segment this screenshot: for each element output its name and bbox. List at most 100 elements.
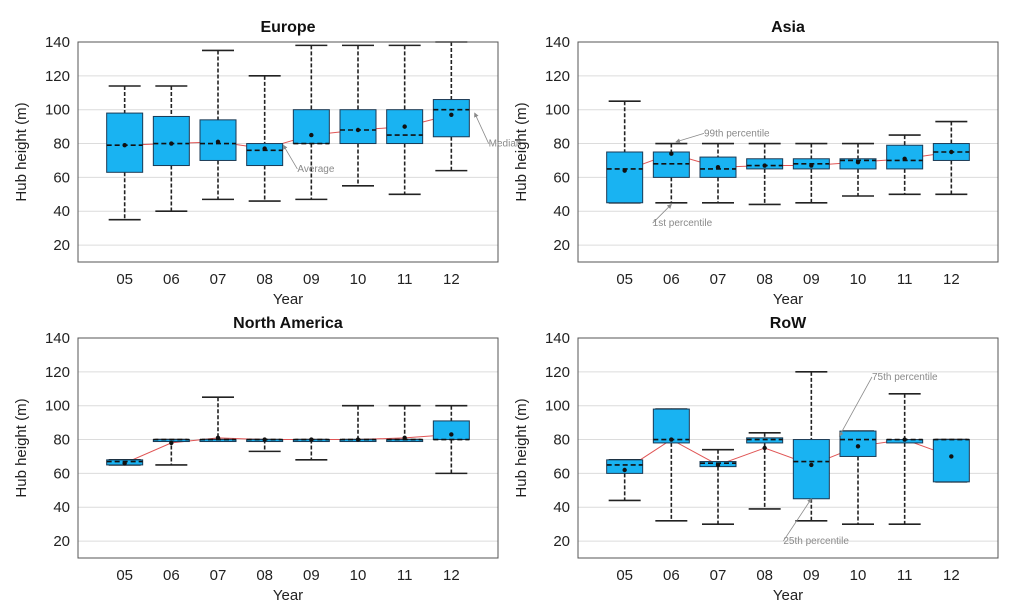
x-tick-label: 07 — [710, 567, 727, 584]
y-tick-label: 100 — [545, 398, 570, 415]
box-10 — [839, 430, 877, 525]
x-tick-label: 11 — [397, 271, 413, 288]
box-08 — [746, 431, 784, 510]
y-tick-label: 20 — [53, 533, 70, 550]
box-10 — [339, 404, 377, 443]
annotation-arrow — [782, 498, 812, 542]
x-tick-label: 09 — [303, 567, 320, 584]
y-tick-label: 120 — [45, 364, 70, 381]
mean-marker — [355, 127, 361, 133]
box-09 — [792, 142, 830, 204]
mean-marker — [855, 444, 861, 449]
iqr-box — [432, 99, 470, 138]
mean-marker — [809, 462, 814, 468]
panel-2: 20 40 60 80 100 120 140 05 06 07 08 09 10 11 12 North A… — [13, 315, 499, 604]
annotation-label: 75th percentile — [872, 372, 938, 383]
box-10 — [339, 44, 377, 187]
iqr-box — [246, 143, 284, 167]
chart-title: RoW — [770, 315, 807, 332]
annotation-arrow — [282, 144, 298, 170]
mean-marker — [309, 132, 314, 138]
x-tick-label: 08 — [256, 567, 273, 584]
mean-marker — [262, 146, 267, 151]
y-tick-label: 80 — [553, 432, 570, 449]
x-tick-label: 07 — [710, 271, 727, 288]
box-05 — [606, 459, 644, 502]
y-tick-label: 120 — [545, 364, 570, 381]
box-09 — [792, 371, 830, 522]
box-09 — [292, 44, 330, 201]
iqr-box — [292, 109, 330, 145]
panel-3: 20 40 60 80 100 120 140 05 06 07 08 09 10 11 12 75th pe… — [513, 315, 999, 604]
box-11 — [886, 393, 924, 525]
x-tick-label: 08 — [756, 567, 773, 584]
mean-line — [624, 438, 952, 471]
annotation-label: Median — [489, 139, 522, 150]
y-tick-label: 100 — [545, 102, 570, 119]
iqr-box — [152, 115, 190, 167]
mean-marker — [402, 124, 407, 129]
y-tick-label: 20 — [553, 533, 570, 550]
mean-marker — [809, 163, 814, 168]
x-tick-label: 09 — [303, 271, 320, 288]
iqr-box — [792, 439, 830, 500]
annotation-label: 25th percentile — [783, 536, 849, 547]
mean-marker — [855, 159, 861, 165]
chart-title: North America — [233, 315, 343, 332]
box-05 — [606, 100, 644, 204]
x-tick-label: 05 — [116, 271, 133, 288]
box-09 — [292, 437, 330, 461]
y-tick-label: 140 — [545, 34, 570, 51]
y-axis-label: Hub height (m) — [513, 102, 530, 201]
y-tick-label: 20 — [53, 237, 70, 254]
box-07 — [199, 396, 237, 443]
y-tick-label: 60 — [553, 465, 570, 482]
x-tick-label: 05 — [616, 567, 633, 584]
x-axis-label: Year — [273, 291, 303, 308]
box-10 — [839, 142, 877, 197]
mean-marker — [715, 462, 721, 468]
y-tick-label: 120 — [45, 68, 70, 85]
y-tick-label: 20 — [553, 237, 570, 254]
mean-line — [124, 433, 452, 464]
box-06 — [152, 438, 190, 466]
x-tick-label: 08 — [256, 271, 273, 288]
iqr-box — [106, 112, 144, 173]
y-tick-label: 140 — [45, 34, 70, 51]
annotation-arrow — [675, 133, 705, 143]
y-tick-label: 80 — [553, 136, 570, 153]
y-tick-label: 60 — [53, 169, 70, 186]
x-tick-label: 11 — [397, 567, 413, 584]
iqr-box — [652, 408, 690, 444]
x-axis-label: Year — [273, 587, 303, 604]
x-tick-label: 06 — [163, 567, 180, 584]
mean-marker — [169, 141, 174, 146]
y-tick-label: 120 — [545, 68, 570, 85]
box-06 — [652, 408, 690, 522]
mean-marker — [215, 435, 221, 441]
x-tick-label: 06 — [663, 567, 680, 584]
box-05 — [106, 459, 144, 466]
mean-marker — [622, 168, 627, 173]
x-tick-label: 10 — [350, 567, 367, 584]
x-tick-label: 12 — [443, 567, 460, 584]
x-tick-label: 08 — [756, 271, 773, 288]
box-08 — [746, 142, 784, 206]
iqr-box — [432, 420, 470, 441]
mean-marker — [169, 440, 174, 446]
x-tick-label: 11 — [897, 271, 913, 288]
chart-title: Asia — [771, 19, 805, 36]
mean-marker — [449, 432, 454, 437]
box-08 — [246, 437, 284, 453]
mean-marker — [355, 437, 361, 442]
axes-frame — [77, 41, 499, 263]
box-05 — [106, 85, 144, 221]
box-12 — [432, 404, 470, 475]
y-tick-label: 100 — [45, 398, 70, 415]
x-tick-label: 10 — [350, 271, 367, 288]
chart-title: Europe — [260, 19, 315, 36]
axes-frame — [577, 337, 999, 559]
box-11 — [886, 134, 924, 196]
y-tick-label: 60 — [53, 465, 70, 482]
annotation-arrow — [652, 203, 672, 224]
